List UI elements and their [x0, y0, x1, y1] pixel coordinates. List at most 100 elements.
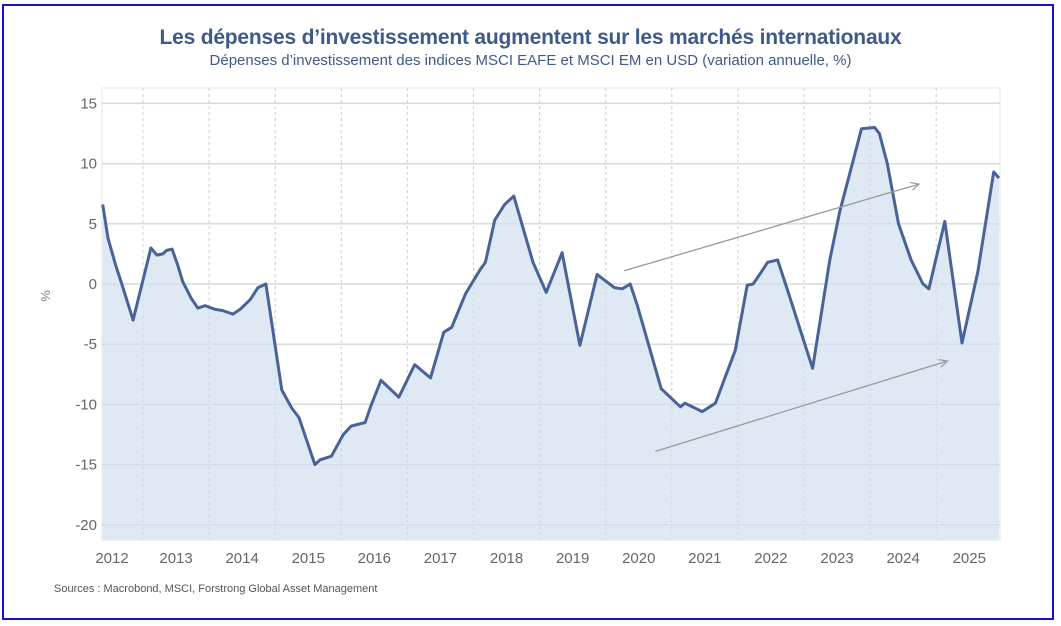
data-point: [221, 309, 224, 312]
data-point: [264, 283, 267, 286]
data-point: [155, 254, 158, 257]
data-point: [927, 287, 930, 290]
data-point: [132, 319, 135, 322]
data-point: [776, 258, 779, 261]
data-point: [397, 396, 400, 399]
data-point: [442, 331, 445, 334]
data-point: [997, 177, 1000, 180]
x-tick-labels: 2012 2013 2014 2015 2016 2017 2018 2019 2020 2021…: [95, 550, 986, 567]
y-tick-labels: 15 10 5 0 -5 -10 -15 -20: [75, 95, 97, 533]
data-point: [181, 280, 184, 283]
data-point: [684, 402, 687, 405]
data-point: [561, 251, 564, 254]
chart-title: Les dépenses d’investissement augmentent…: [159, 26, 902, 49]
y-tick-label: -5: [84, 336, 97, 353]
data-point: [257, 286, 260, 289]
data-point: [752, 283, 755, 286]
data-point: [613, 286, 616, 289]
x-tick-label: 2013: [159, 550, 192, 567]
data-point: [878, 132, 881, 135]
data-point: [758, 273, 761, 276]
data-point: [239, 308, 242, 311]
x-tick-label: 2016: [358, 550, 391, 567]
x-tick-label: 2018: [490, 550, 523, 567]
data-point: [484, 261, 487, 264]
y-tick-label: -10: [75, 396, 97, 413]
y-tick-label: 0: [89, 276, 97, 293]
series-line: [101, 126, 1001, 467]
x-tick-label: 2014: [225, 550, 258, 567]
data-point: [190, 297, 193, 300]
series-area-fill: [102, 127, 999, 540]
data-point: [342, 433, 345, 436]
data-point: [214, 308, 217, 311]
x-tick-label: 2024: [886, 550, 919, 567]
data-point: [596, 273, 599, 276]
data-point: [429, 376, 432, 379]
data-point: [101, 203, 104, 206]
data-point: [531, 261, 534, 264]
data-point: [493, 219, 496, 222]
data-point: [450, 326, 453, 329]
data-point: [921, 283, 924, 286]
x-tick-label: 2021: [688, 550, 721, 567]
data-point: [910, 258, 913, 261]
data-point: [811, 367, 814, 370]
data-point: [578, 344, 581, 347]
data-point: [886, 162, 889, 165]
y-tick-label: -20: [75, 517, 97, 534]
data-point: [766, 261, 769, 264]
y-tick-label: 5: [89, 216, 97, 233]
data-point: [161, 252, 164, 255]
y-tick-label: 10: [80, 156, 97, 173]
source-note: Sources : Macrobond, MSCI, Forstrong Glo…: [54, 583, 378, 595]
x-tick-label: 2012: [95, 550, 128, 567]
x-tick-label: 2023: [820, 550, 853, 567]
data-point: [319, 458, 322, 461]
image-frame: [2, 4, 1054, 620]
data-point: [478, 269, 481, 272]
data-point: [828, 258, 831, 261]
x-tick-label: 2019: [556, 550, 589, 567]
data-point: [177, 264, 180, 267]
data-point: [290, 407, 293, 410]
data-point: [660, 387, 663, 390]
data-point: [120, 283, 123, 286]
y-axis-label: %: [38, 290, 53, 302]
data-point: [106, 237, 109, 240]
data-point: [786, 289, 789, 292]
y-tick-label: -15: [75, 457, 97, 474]
data-point: [679, 405, 682, 408]
x-tick-label: 2022: [754, 550, 787, 567]
data-point: [464, 292, 467, 295]
data-point: [734, 349, 737, 352]
x-tick-label: 2015: [292, 550, 325, 567]
data-point: [746, 284, 749, 287]
data-point: [860, 127, 863, 130]
data-point: [873, 126, 876, 129]
horizontal-gridlines-overlay: [102, 102, 1000, 526]
data-point: [629, 283, 632, 286]
x-tick-label: 2025: [953, 550, 986, 567]
data-point: [350, 425, 353, 428]
data-point: [701, 410, 704, 413]
data-point: [370, 404, 373, 407]
trend-arrows: [624, 184, 947, 452]
data-point: [960, 341, 963, 344]
data-point: [621, 287, 624, 290]
data-point: [231, 313, 234, 316]
data-point: [165, 249, 168, 252]
x-tick-label: 2017: [424, 550, 457, 567]
data-point: [171, 248, 174, 251]
upper-trend-arrow: [624, 184, 919, 272]
data-point: [379, 379, 382, 382]
data-point: [249, 298, 252, 301]
data-point: [714, 402, 717, 405]
data-point: [512, 195, 515, 198]
data-point: [297, 416, 300, 419]
data-point: [204, 304, 207, 307]
data-point: [280, 388, 283, 391]
y-tick-label: 15: [80, 95, 97, 112]
data-point: [413, 363, 416, 366]
